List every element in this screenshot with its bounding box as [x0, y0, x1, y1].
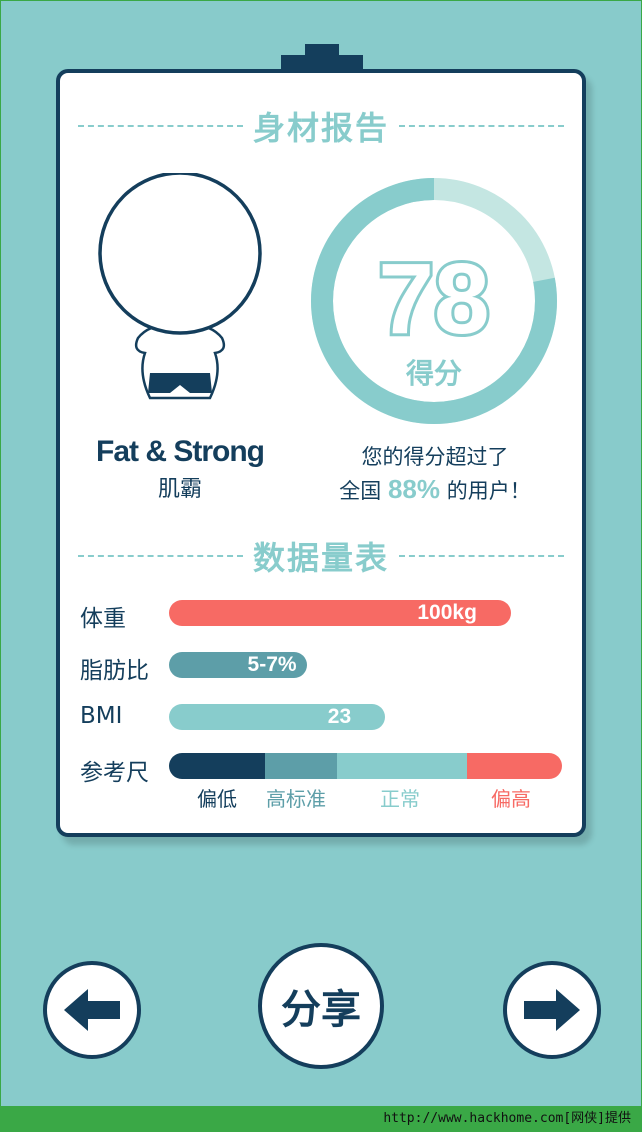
fat-label: 脂肪比: [80, 658, 149, 684]
reference-scale: [169, 753, 562, 779]
scale-label: 参考尺: [80, 760, 149, 786]
percent-value: 88%: [387, 474, 441, 504]
bmi-bar: 23: [169, 704, 386, 730]
fat-bar: 5-7%: [169, 652, 307, 678]
score-description: 您的得分超过了 全国 88% 的用户！: [300, 441, 570, 507]
scale-low: [169, 753, 265, 779]
arrow-right-icon: [524, 989, 580, 1031]
report-title: 身材报告: [253, 109, 390, 147]
data-table-title: 数据量表: [253, 539, 390, 577]
scale-high: [467, 753, 562, 779]
body-type-cn: 肌霸: [157, 477, 202, 502]
arrow-left-icon: [64, 989, 120, 1031]
score-ring: 78 得分: [311, 178, 557, 424]
scale-low-label: 偏低: [197, 787, 237, 811]
data-table-header: 数据量表: [78, 533, 565, 579]
scale-high-standard: [265, 753, 337, 779]
report-card: 身材报告 Fat & Strong 肌霸 78 得分 您的得分超过了 全国 88…: [56, 69, 586, 837]
score-label: 得分: [405, 357, 462, 390]
weight-label: 体重: [80, 606, 126, 632]
scale-high-standard-label: 高标准: [266, 787, 326, 811]
desc-prefix: 全国: [339, 479, 382, 503]
footer-watermark: http://www.hackhome.com[网侠]提供: [1, 1106, 641, 1131]
clip-top: [305, 44, 339, 58]
report-header: 身材报告: [78, 103, 565, 149]
scale-high-label: 偏高: [491, 787, 531, 811]
desc-line1: 您的得分超过了: [361, 445, 509, 469]
bmi-label: BMI: [80, 703, 123, 729]
score-arc: [311, 178, 557, 424]
avatar-figure-icon: [98, 173, 262, 400]
back-button[interactable]: [43, 961, 141, 1059]
scale-normal: [337, 753, 467, 779]
scale-normal-label: 正常: [380, 787, 420, 811]
share-label: 分享: [281, 987, 361, 1033]
desc-suffix: 的用户！: [446, 479, 531, 503]
next-button[interactable]: [503, 961, 601, 1059]
weight-bar: 100kg: [169, 600, 511, 626]
share-button[interactable]: 分享: [258, 943, 384, 1069]
body-type-en: Fat & Strong: [96, 435, 265, 468]
score-value: 78: [378, 243, 489, 355]
